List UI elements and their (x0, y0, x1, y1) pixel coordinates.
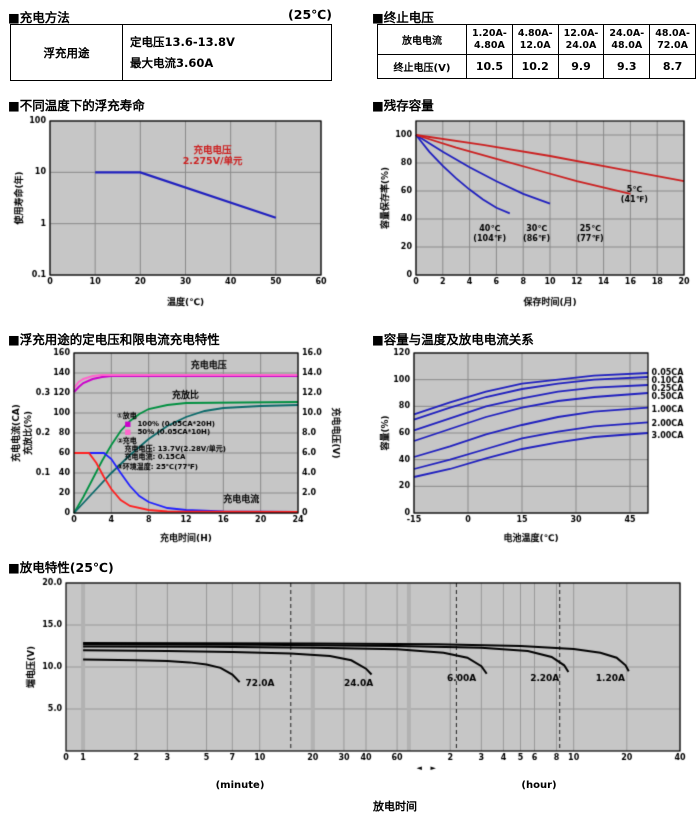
capacity-temperature-chart (376, 345, 696, 545)
discharge-time-axis-label: 放电时间 (373, 800, 417, 813)
final-voltage-table: 放电电流 1.20A- 4.80A 4.80A- 12.0A 12.0A- 24… (377, 24, 696, 79)
charging-spec-cell: 定电压13.6-13.8V 最大电流3.60A (122, 24, 332, 81)
minute-unit-label: (minute) (215, 780, 265, 791)
final-voltage-value: 8.7 (649, 54, 696, 79)
current-range-cell: 1.20A- 4.80A (466, 24, 513, 55)
final-voltage-value: 9.3 (603, 54, 651, 79)
table-row: 终止电压(V) 10.5 10.2 9.9 9.3 8.7 (377, 54, 696, 79)
charging-method-header: ■充电方法 (25℃) (8, 7, 332, 26)
current-range-cell: 12.0A- 24.0A (557, 24, 605, 55)
discharge-title: ■放电特性(25℃) (8, 560, 114, 575)
residual-capacity-chart (376, 111, 696, 309)
discharge-chart (8, 575, 696, 777)
final-voltage-value: 9.9 (557, 54, 605, 79)
final-voltage-header: ■终止电压 (372, 7, 696, 26)
residual-capacity-header: ■残存容量 (372, 95, 696, 114)
hour-unit-label: (hour) (521, 780, 557, 791)
residual-capacity-title: ■残存容量 (372, 98, 434, 113)
float-life-title: ■不同温度下的浮充寿命 (8, 98, 145, 113)
table-row: 放电电流 1.20A- 4.80A 4.80A- 12.0A 12.0A- 24… (377, 24, 696, 55)
discharge-header: ■放电特性(25℃) (8, 557, 408, 576)
capacity-temperature-title: ■容量与温度及放电电流关系 (372, 332, 534, 347)
charging-method-temp-note: (25℃) (288, 7, 332, 22)
float-life-chart (10, 111, 335, 309)
final-voltage-value: 10.2 (511, 54, 559, 79)
charge-characteristics-header: ■浮充用途的定电压和限电流充电特性 (8, 329, 342, 348)
float-use-label: 浮充用途 (10, 24, 123, 81)
charging-method-table: 浮充用途 定电压13.6-13.8V 最大电流3.60A (10, 24, 332, 81)
float-life-header: ■不同温度下的浮充寿命 (8, 95, 332, 114)
discharge-current-label: 放电电流 (377, 24, 467, 55)
charging-method-title: ■充电方法 (8, 10, 70, 25)
capacity-temperature-header: ■容量与温度及放电电流关系 (372, 329, 696, 348)
final-voltage-value: 10.5 (466, 54, 513, 79)
final-voltage-title: ■终止电压 (372, 10, 434, 25)
final-voltage-label: 终止电压(V) (377, 54, 467, 79)
charge-characteristics-chart (8, 345, 342, 545)
table-row: 浮充用途 定电压13.6-13.8V 最大电流3.60A (10, 24, 332, 81)
current-range-cell: 4.80A- 12.0A (511, 24, 559, 55)
constant-voltage-spec: 定电压13.6-13.8V (130, 35, 235, 50)
current-range-cell: 48.0A- 72.0A (649, 24, 696, 55)
charge-characteristics-title: ■浮充用途的定电压和限电流充电特性 (8, 332, 220, 347)
max-current-spec: 最大电流3.60A (130, 55, 214, 70)
current-range-cell: 24.0A- 48.0A (603, 24, 651, 55)
